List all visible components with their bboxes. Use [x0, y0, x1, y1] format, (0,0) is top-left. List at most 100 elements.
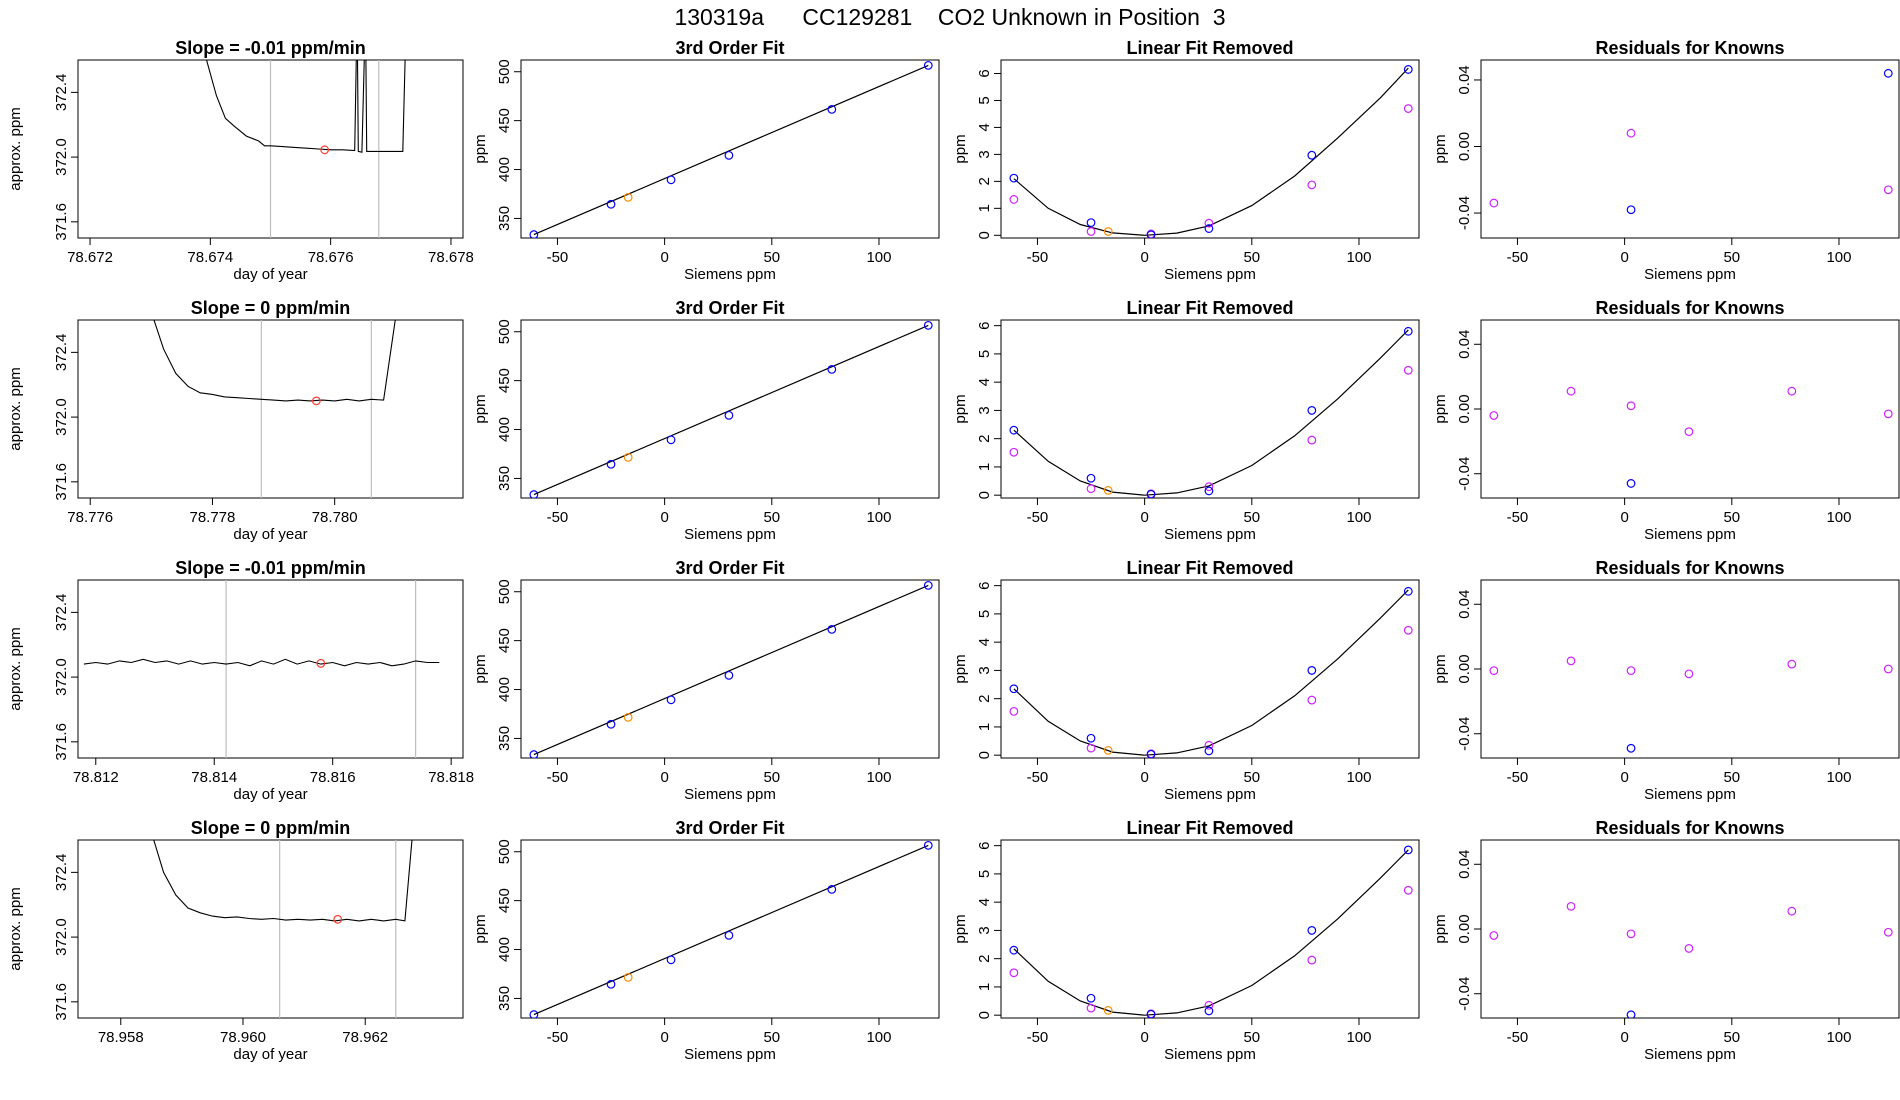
x-tick-label: 100 — [1826, 509, 1851, 526]
data-point-unknown — [1103, 745, 1113, 755]
data-point-magenta — [1489, 198, 1499, 208]
data-point-magenta — [1086, 227, 1096, 236]
panel-title: Residuals for Knowns — [1595, 38, 1784, 58]
y-axis-label: approx. ppm — [7, 107, 24, 190]
x-tick-label: 78.962 — [342, 1029, 388, 1046]
x-tick-label: -50 — [547, 769, 569, 786]
data-point-known — [606, 459, 616, 469]
panel-residuals-row-3: Residuals for Knowns -50 0 50 100 Siemens ppm… — [1432, 558, 1900, 803]
x-axis-label: Siemens ppm — [684, 786, 776, 803]
figure-title: 130319a CC129281 CO2 Unknown in Position… — [674, 4, 1226, 30]
y-tick-label: 0 — [976, 491, 993, 499]
x-tick-label: 50 — [763, 249, 780, 266]
co2-trace-line — [83, 658, 440, 667]
x-tick-label: 0 — [1140, 769, 1148, 786]
data-point-known — [606, 979, 616, 989]
data-point-magenta — [1787, 386, 1797, 396]
fit-curve — [1013, 849, 1409, 1016]
plot-frame — [1480, 839, 1900, 1019]
x-tick-label: 0 — [1620, 1029, 1628, 1046]
y-axis-label: ppm — [1432, 914, 1449, 943]
data-point-magenta — [1086, 743, 1096, 753]
data-point-unknown — [623, 973, 633, 982]
data-point-known — [1146, 749, 1156, 758]
data-point-known — [1307, 150, 1317, 160]
data-point-known — [923, 60, 933, 70]
data-point-magenta — [1403, 625, 1413, 635]
data-point-magenta — [1307, 695, 1317, 705]
data-point-magenta — [1566, 656, 1576, 666]
data-point-magenta — [1883, 409, 1893, 419]
fit-line — [533, 64, 929, 236]
x-axis-label: day of year — [233, 1046, 307, 1063]
data-point-magenta — [1684, 427, 1694, 437]
x-tick-label: 50 — [763, 769, 780, 786]
y-axis-label: ppm — [952, 394, 969, 423]
y-tick-label: 371.6 — [53, 463, 70, 501]
x-axis-label: Siemens ppm — [1164, 266, 1256, 283]
y-tick-label: 450 — [496, 628, 513, 653]
x-tick-label: 50 — [763, 509, 780, 526]
x-tick-label: -50 — [1507, 509, 1529, 526]
panel-title: Linear Fit Removed — [1126, 818, 1293, 838]
y-tick-label: 6 — [976, 69, 993, 77]
y-tick-label: 371.6 — [53, 203, 70, 241]
y-tick-label: 3 — [976, 666, 993, 674]
y-tick-label: 2 — [976, 954, 993, 962]
y-tick-label: 500 — [496, 59, 513, 84]
panel-residuals-row-2: Residuals for Knowns -50 0 50 100 Siemens ppm… — [1432, 298, 1900, 543]
mean-point — [333, 914, 343, 924]
plot-frame — [520, 319, 940, 499]
y-tick-label: 5 — [976, 350, 993, 358]
y-tick-label: 2 — [976, 694, 993, 702]
fit-line — [533, 584, 929, 756]
x-tick-label: 0 — [660, 509, 668, 526]
data-point-magenta — [1204, 482, 1214, 492]
data-point-known — [724, 930, 734, 940]
y-tick-label: 372.4 — [53, 334, 70, 372]
x-tick-label: -50 — [1027, 769, 1049, 786]
data-point-magenta — [1626, 666, 1636, 676]
y-tick-label: 371.6 — [53, 983, 70, 1021]
mean-point — [320, 145, 330, 155]
data-point-magenta — [1307, 435, 1317, 445]
y-axis-label: ppm — [472, 394, 489, 423]
data-point-magenta — [1489, 666, 1499, 676]
y-tick-label: 350 — [496, 206, 513, 231]
y-tick-label: 1 — [976, 723, 993, 731]
y-tick-label: 5 — [976, 870, 993, 878]
x-tick-label: 78.814 — [191, 769, 237, 786]
plot-frame — [77, 839, 464, 1019]
y-axis-label: ppm — [1432, 394, 1449, 423]
data-point-known — [1009, 173, 1019, 183]
x-tick-label: 100 — [1826, 249, 1851, 266]
data-point-known — [1009, 684, 1019, 694]
panel-title: Linear Fit Removed — [1126, 558, 1293, 578]
x-tick-label: -50 — [1027, 1029, 1049, 1046]
plot-frame — [1480, 579, 1900, 759]
panel-title: Slope = -0.01 ppm/min — [175, 38, 366, 58]
co2-trace-line — [153, 840, 413, 922]
x-tick-label: 0 — [1140, 249, 1148, 266]
plot-frame — [77, 579, 464, 759]
x-tick-label: 50 — [763, 1029, 780, 1046]
x-tick-label: 78.958 — [98, 1029, 144, 1046]
data-point-known — [724, 150, 734, 160]
y-tick-label: 1 — [976, 204, 993, 212]
y-tick-label: 500 — [496, 579, 513, 604]
y-tick-label: 0.04 — [1456, 330, 1473, 359]
data-point-known — [1626, 1010, 1636, 1018]
panel-residuals-row-4: Residuals for Knowns -50 0 50 100 Siemens ppm… — [1432, 818, 1900, 1063]
y-tick-label: 5 — [976, 96, 993, 104]
data-point-known — [1403, 586, 1413, 596]
x-tick-label: 100 — [1346, 1029, 1371, 1046]
data-point-magenta — [1204, 740, 1214, 750]
plot-marks — [1489, 68, 1893, 215]
y-tick-label: 1 — [976, 463, 993, 471]
data-point-known — [827, 624, 837, 634]
x-tick-label: 100 — [866, 509, 891, 526]
data-point-magenta — [1566, 386, 1576, 396]
data-point-known — [666, 435, 676, 445]
y-tick-label: -0.04 — [1456, 196, 1473, 230]
